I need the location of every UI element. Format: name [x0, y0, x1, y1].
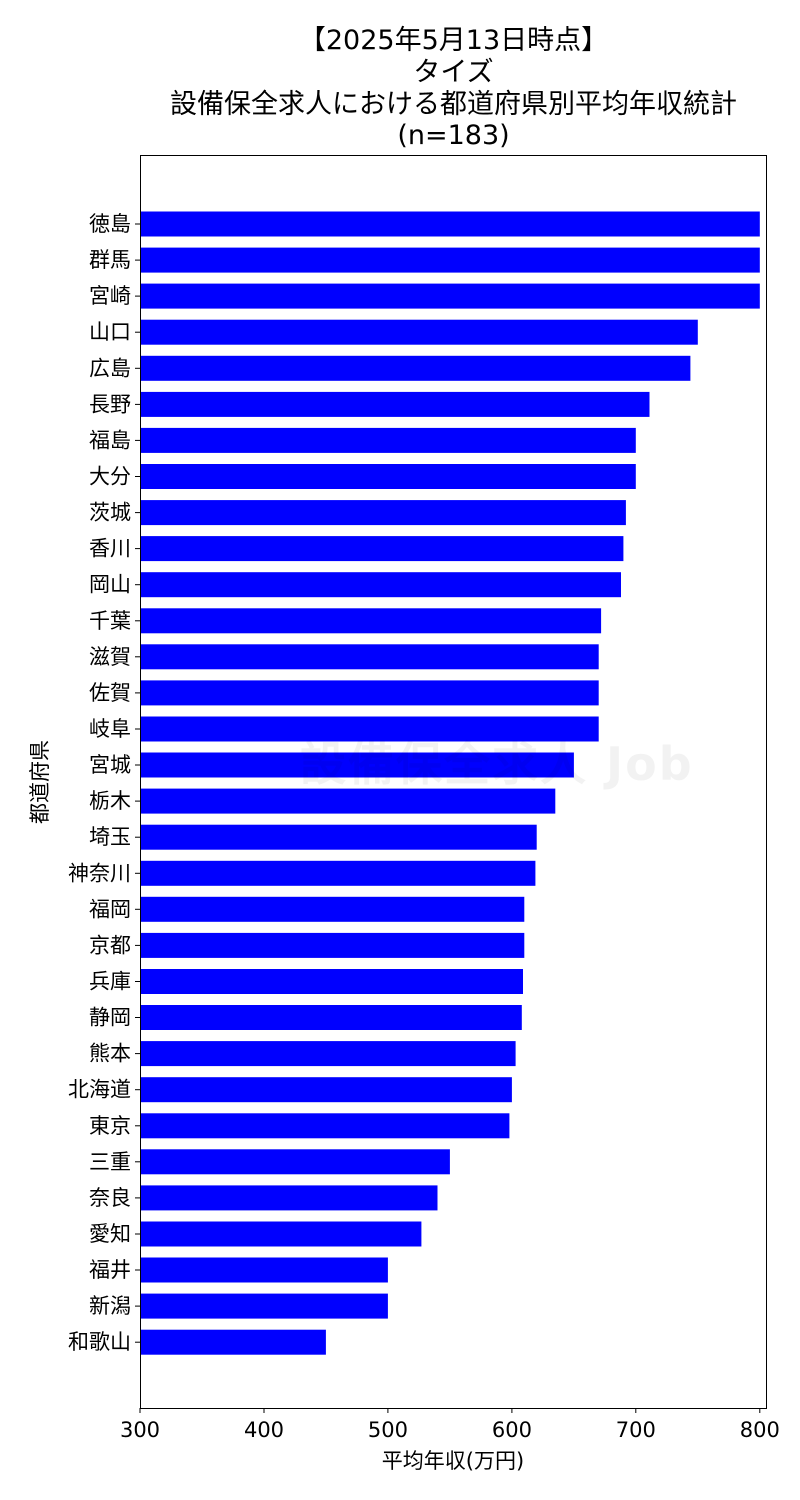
y-tick-label: 山口: [89, 320, 131, 344]
y-tick-label: 千葉: [89, 609, 131, 633]
y-tick-label: 熊本: [89, 1042, 131, 1066]
y-tick-label: 三重: [89, 1150, 131, 1174]
bar-大分: [140, 464, 636, 489]
bar-京都: [140, 932, 525, 958]
y-tick-label: 広島: [89, 356, 131, 380]
bar-和歌山: [140, 1329, 326, 1355]
x-axis-ticks: 300 400 500 600 700 800: [120, 1408, 780, 1442]
bar-香川: [140, 536, 624, 562]
chart-title-line-2: タイズ: [413, 57, 494, 88]
bar-静岡: [140, 1005, 522, 1030]
bar-奈良: [140, 1185, 438, 1211]
y-tick-label: 長野: [89, 392, 131, 416]
y-tick-label: 宮崎: [89, 284, 131, 308]
bar-滋賀: [140, 644, 599, 670]
bar-栃木: [140, 788, 556, 814]
bar-岡山: [140, 572, 621, 598]
bar-神奈川: [140, 860, 536, 886]
y-tick-label: 静岡: [89, 1006, 131, 1030]
bar-山口: [140, 319, 698, 345]
y-tick-label: 福井: [89, 1258, 131, 1282]
bar-福島: [140, 427, 636, 453]
y-tick-labels: 徳島群馬宮崎山口広島長野福島大分茨城香川岡山千葉滋賀佐賀岐阜宮城栃木埼玉神奈川福…: [68, 212, 140, 1354]
y-tick-label: 茨城: [89, 501, 131, 525]
bar-新潟: [140, 1293, 388, 1319]
x-tick-label: 300: [120, 1418, 160, 1442]
bar-群馬: [140, 247, 760, 273]
bar-北海道: [140, 1077, 512, 1103]
bar-佐賀: [140, 680, 599, 706]
y-tick-label: 滋賀: [89, 645, 131, 669]
chart-title-line-4: (n=183): [397, 120, 510, 151]
bar-徳島: [140, 211, 760, 237]
bar-岐阜: [140, 716, 599, 742]
chart-title-line-1: 【2025年5月13日時点】: [298, 25, 609, 56]
y-tick-label: 京都: [89, 933, 131, 957]
bar-千葉: [140, 608, 602, 634]
y-tick-label: 新潟: [89, 1294, 131, 1318]
bar-長野: [140, 391, 650, 417]
bar-東京: [140, 1113, 510, 1139]
y-tick-label: 栃木: [89, 789, 131, 813]
x-tick-label: 800: [740, 1418, 780, 1442]
y-tick-label: 奈良: [89, 1186, 131, 1210]
x-tick-label: 400: [244, 1418, 284, 1442]
y-tick-label: 神奈川: [68, 861, 131, 885]
bar-宮城: [140, 752, 574, 778]
y-tick-label: 宮城: [89, 753, 131, 777]
bar-三重: [140, 1149, 450, 1175]
y-tick-label: 北海道: [68, 1078, 131, 1102]
y-tick-label: 兵庫: [89, 970, 131, 994]
x-tick-label: 600: [492, 1418, 532, 1442]
y-tick-label: 群馬: [89, 248, 131, 272]
bar-兵庫: [140, 969, 523, 994]
y-tick-label: 東京: [89, 1114, 131, 1138]
x-tick-label: 700: [616, 1418, 656, 1442]
bar-茨城: [140, 500, 626, 526]
bars-layer: [140, 211, 760, 1355]
plot-area-frame: [140, 155, 767, 1409]
watermark-logo: 設備保全求人 Job: [300, 737, 694, 791]
y-tick-label: 岐阜: [89, 717, 131, 741]
y-tick-label: 徳島: [89, 212, 131, 236]
y-tick-label: 和歌山: [68, 1330, 131, 1354]
y-tick-label: 佐賀: [89, 681, 131, 705]
y-tick-label: 香川: [89, 537, 131, 561]
bar-福岡: [140, 896, 525, 922]
y-axis-title: 都道府県: [28, 740, 52, 824]
chart-title-line-3: 設備保全求人における都道府県別平均年収統計: [170, 89, 737, 120]
y-tick-label: 福島: [89, 428, 131, 452]
y-tick-label: 大分: [89, 465, 131, 489]
bar-愛知: [140, 1221, 422, 1247]
bar-福井: [140, 1257, 388, 1283]
bar-熊本: [140, 1041, 516, 1067]
bar-広島: [140, 355, 691, 381]
bar-宮崎: [140, 283, 760, 309]
y-tick-label: 岡山: [89, 573, 131, 597]
y-tick-label: 愛知: [89, 1222, 131, 1246]
x-tick-label: 500: [368, 1418, 408, 1442]
y-tick-label: 福岡: [89, 897, 131, 921]
bar-埼玉: [140, 824, 537, 850]
y-tick-label: 埼玉: [89, 825, 131, 849]
x-axis-title: 平均年収(万円): [382, 1449, 524, 1473]
